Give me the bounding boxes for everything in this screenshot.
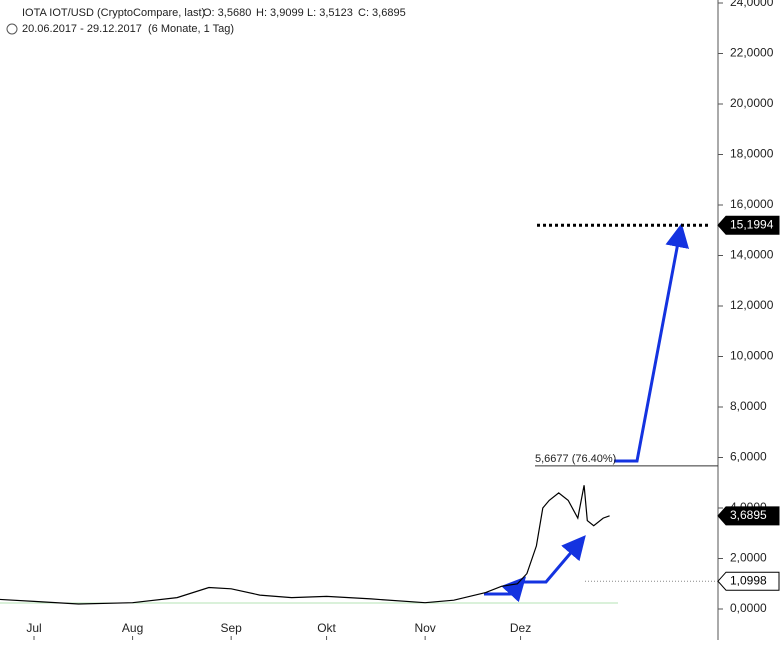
y-tick-label: 0,0000: [730, 601, 767, 615]
clock-icon: [6, 23, 18, 35]
ohlc-open: O: 3,5680: [203, 7, 251, 19]
x-tick-label: Okt: [317, 621, 336, 635]
x-tick-label: Jul: [26, 621, 41, 635]
arrow: [614, 223, 690, 463]
y-tick-label: 6,0000: [730, 450, 767, 464]
x-tick-label: Nov: [414, 621, 435, 635]
level-label: 15,1994: [730, 217, 774, 231]
y-tick-label: 18,0000: [730, 147, 774, 161]
y-tick-label: 2,0000: [730, 551, 767, 565]
y-tick-label: 12,0000: [730, 298, 774, 312]
period-note: (6 Monate, 1 Tag): [148, 23, 234, 35]
x-tick-label: Aug: [122, 621, 143, 635]
y-tick-label: 16,0000: [730, 197, 774, 211]
level-box: [717, 571, 780, 591]
ohlc-low: L: 3,5123: [307, 7, 353, 19]
y-tick-label: 22,0000: [730, 46, 774, 60]
arrow: [484, 576, 527, 603]
chart-title: IOTA IOT/USD (CryptoCompare, last): [22, 7, 205, 19]
high-label: 5,6677 (76.40%): [535, 453, 616, 465]
level-label: 1,0998: [730, 573, 767, 587]
level-label: 3,6895: [730, 508, 767, 522]
y-tick-label: 14,0000: [730, 248, 774, 262]
x-tick-label: Dez: [510, 621, 531, 635]
ohlc-high: H: 3,9099: [256, 7, 304, 19]
arrow: [522, 535, 586, 584]
period: 20.06.2017 - 29.12.2017: [22, 23, 142, 35]
y-tick-label: 10,0000: [730, 349, 774, 363]
y-tick-label: 8,0000: [730, 399, 767, 413]
ohlc-close: C: 3,6895: [358, 7, 406, 19]
y-tick-label: 20,0000: [730, 96, 774, 110]
y-tick-label: 24,0000: [730, 0, 774, 9]
price-line: [0, 485, 610, 605]
level-box: [717, 506, 780, 526]
x-tick-label: Sep: [220, 621, 242, 635]
level-box: [717, 215, 780, 235]
